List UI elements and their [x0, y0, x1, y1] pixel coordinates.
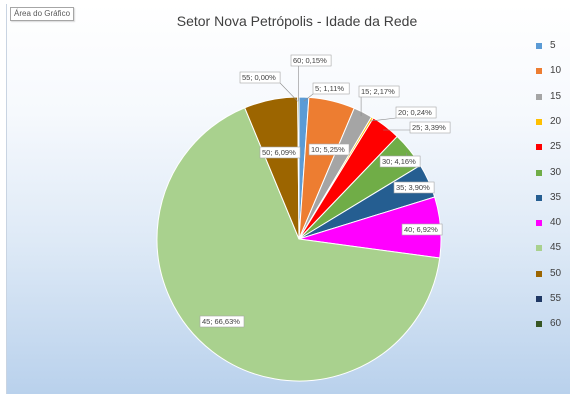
pie-slice-45[interactable]: [156, 107, 441, 382]
data-label-5: 5; 1,11%: [315, 84, 344, 93]
legend-swatch: [536, 169, 542, 176]
legend-label: 55: [550, 293, 562, 304]
legend-swatch: [536, 43, 542, 49]
chart-title: Setor Nova Petrópolis - Idade da Rede: [176, 13, 418, 29]
legend-swatch: [536, 194, 542, 201]
legend-label: 15: [550, 90, 562, 102]
legend-label: 50: [550, 267, 562, 279]
legend-swatch: [536, 245, 542, 252]
data-label-35: 35; 3,90%: [396, 183, 430, 192]
data-label-box-55: [239, 71, 281, 84]
data-label-40: 40; 6,92%: [404, 225, 438, 234]
pie-chart[interactable]: 5; 1,11% 10; 5,25% 15; 2,17% 20; 0,24% 25; 3…: [7, 4, 570, 394]
legend-swatch: [536, 144, 542, 151]
data-label-box-50: [259, 146, 301, 159]
legend-label: 60: [550, 318, 562, 330]
legend-swatch: [536, 220, 542, 227]
data-label-box-15: [358, 85, 400, 98]
legend-label: 25: [550, 141, 562, 153]
data-label-box-5: [312, 82, 350, 95]
data-label-box-10: [308, 143, 350, 156]
data-label-box-25: [409, 121, 451, 134]
legend-label: 20: [550, 115, 562, 127]
data-label-box-60: [290, 54, 332, 67]
data-label-10: 10; 5,25%: [311, 145, 345, 154]
legend-swatch: [536, 296, 542, 302]
data-label-50: 50; 6,09%: [262, 148, 296, 157]
leader-line-20: [370, 117, 397, 122]
chart-area-tooltip: Área do Gráfico: [10, 7, 75, 21]
legend-label: 5: [550, 40, 556, 51]
chart-area[interactable]: Área do Gráfico Setor Nova Petrópolis - …: [6, 4, 570, 394]
legend-label: 45: [550, 242, 562, 254]
legend-label: 10: [550, 65, 562, 77]
legend-label: 40: [550, 217, 562, 229]
data-label-box-35: [393, 181, 435, 194]
data-label-30: 30; 4,16%: [382, 157, 416, 166]
data-label-box-20: [395, 106, 437, 119]
legend-label: 30: [550, 166, 562, 178]
legend-swatch: [536, 93, 542, 100]
pie-slices: [156, 96, 442, 382]
legend-swatch: [536, 118, 542, 125]
data-label-20: 20; 0,24%: [398, 108, 432, 117]
data-label-60: 60; 0,15%: [293, 56, 327, 65]
legend-swatch: [536, 321, 542, 328]
data-label-box-40: [401, 223, 443, 236]
leader-line-5: [303, 93, 314, 102]
legend-swatch: [536, 68, 542, 75]
data-label-45: 45; 66,63%: [202, 317, 240, 326]
legend-swatch: [536, 270, 542, 277]
data-label-box-30: [379, 155, 421, 168]
legend-label: 35: [550, 191, 562, 203]
leader-line-55: [279, 82, 298, 102]
data-label-25: 25; 3,39%: [412, 123, 446, 132]
data-label-box-45: [199, 315, 245, 328]
data-label-15: 15; 2,17%: [361, 87, 395, 96]
pie-data-labels: 5; 1,11% 10; 5,25% 15; 2,17% 20; 0,24% 25; 3…: [199, 54, 451, 328]
data-label-55: 55; 0,00%: [242, 73, 276, 82]
